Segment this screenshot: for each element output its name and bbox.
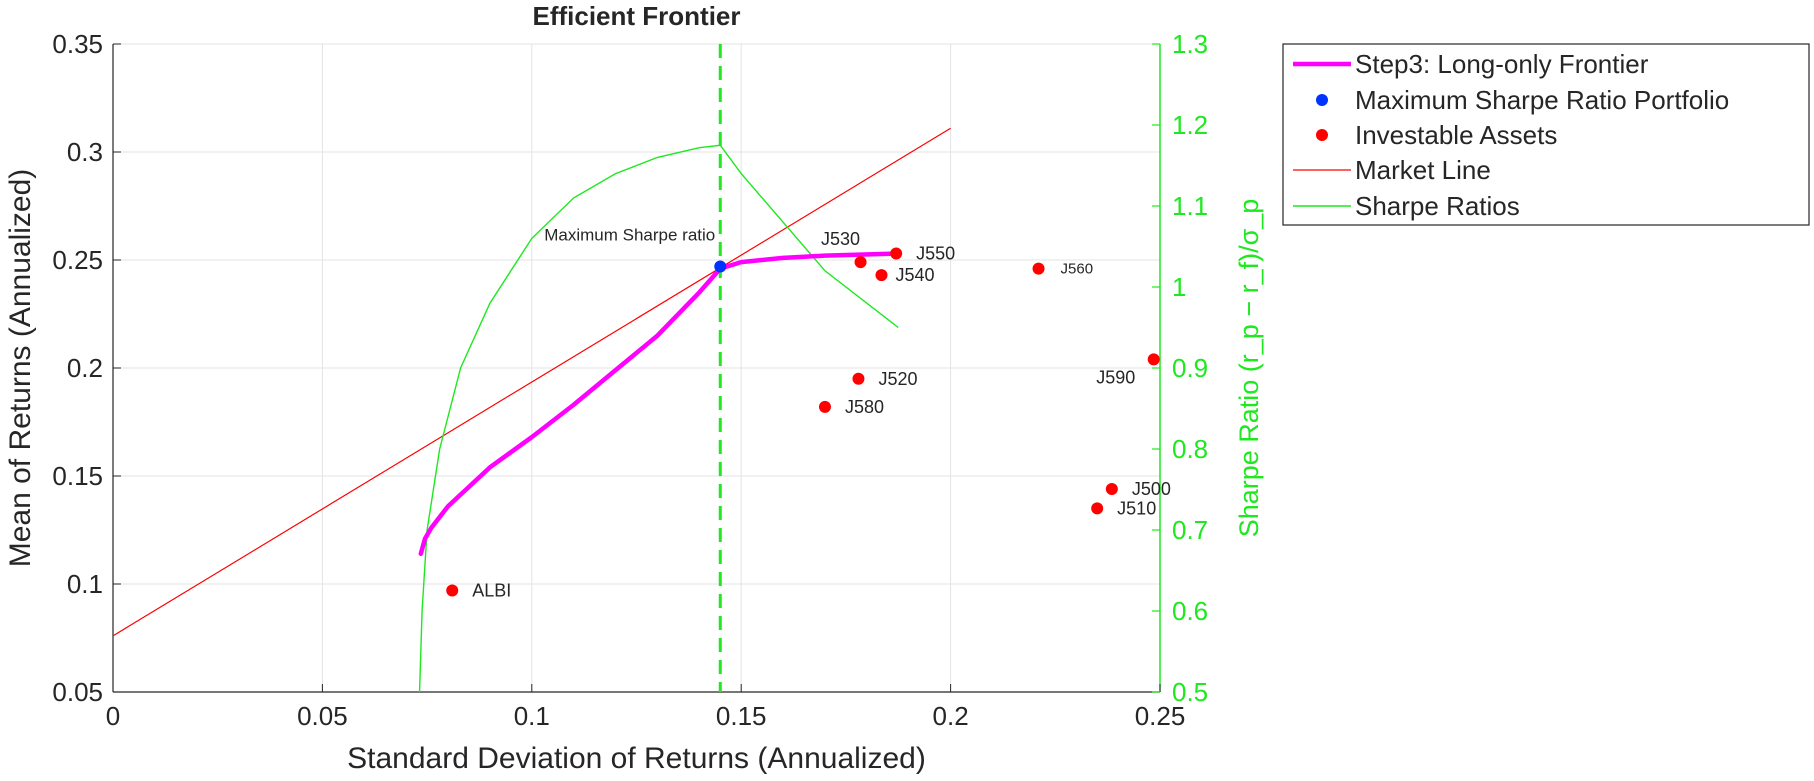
y2-tick-label: 1.3 [1172,29,1208,59]
y2-tick-label: 0.8 [1172,434,1208,464]
x-axis-label: Standard Deviation of Returns (Annualize… [347,742,926,775]
asset-label: J590 [1096,367,1135,387]
y2-tick-label: 0.7 [1172,515,1208,545]
asset-point [1147,353,1160,366]
x-tick-label: 0 [106,701,120,731]
sharpe-ratio-curve [418,144,899,693]
asset-point [446,584,459,597]
max-sharpe-annotation: Maximum Sharpe ratio [544,225,715,244]
legend-label: Maximum Sharpe Ratio Portfolio [1355,85,1729,115]
y-tick-label: 0.05 [52,677,103,707]
y2-axis-label: Sharpe Ratio (r_p − r_f)/σ_p [1234,199,1264,538]
x-tick-label: 0.15 [716,701,767,731]
long-only-frontier-line [418,251,899,557]
y-axis-label: Mean of Returns (Annualized) [4,169,37,568]
asset-point [852,372,865,385]
asset-label: J500 [1132,479,1171,499]
y2-tick-label: 0.5 [1172,677,1208,707]
asset-point [1105,482,1118,495]
asset-point [818,400,831,413]
market-line [112,127,951,637]
asset-label: J560 [1061,261,1094,278]
asset-point [1032,262,1045,275]
y2-tick-label: 0.9 [1172,353,1208,383]
asset-point [875,269,888,282]
y2-tick-label: 1 [1172,272,1186,302]
asset-label: ALBI [472,580,511,600]
y-tick-label: 0.15 [52,461,103,491]
asset-point [890,247,903,260]
x-tick-label: 0.1 [514,701,550,731]
asset-point [854,256,867,269]
legend: Step3: Long-only Frontier Maximum Sharpe … [1282,43,1810,226]
asset-label: J510 [1117,498,1156,518]
y-tick-label: 0.3 [67,137,103,167]
y-tick-label: 0.2 [67,353,103,383]
asset-label: J540 [895,265,934,285]
legend-label: Sharpe Ratios [1355,191,1520,221]
chart-title: Efficient Frontier [532,1,740,31]
max-sharpe-point [714,260,727,273]
legend-label: Step3: Long-only Frontier [1355,49,1649,79]
asset-point [1091,502,1104,515]
legend-label: Market Line [1355,155,1491,185]
legend-label: Investable Assets [1355,120,1557,150]
y-tick-label: 0.25 [52,245,103,275]
x-tick-label: 0.2 [933,701,969,731]
legend-swatch-dot [1316,94,1328,106]
asset-label: J520 [878,369,917,389]
x-tick-label: 0.25 [1135,701,1186,731]
legend-swatch-dot [1316,129,1328,141]
series-layer [112,44,1160,693]
asset-label: J550 [916,244,955,264]
asset-label: J580 [845,397,884,417]
axes: 0 0.05 0.1 0.15 0.2 0.250.050.10.150.20.250.3… [52,29,1208,731]
y-tick-label: 0.1 [67,569,103,599]
y-tick-label: 0.35 [52,29,103,59]
legend-box [1282,43,1810,226]
labels-layer: Efficient Frontier Standard Deviation of … [4,1,1264,775]
grid [112,43,1161,693]
x-tick-label: 0.05 [297,701,348,731]
y2-tick-label: 1.2 [1172,110,1208,140]
asset-label: J530 [821,229,860,249]
y2-tick-label: 0.6 [1172,596,1208,626]
y2-tick-label: 1.1 [1172,191,1208,221]
